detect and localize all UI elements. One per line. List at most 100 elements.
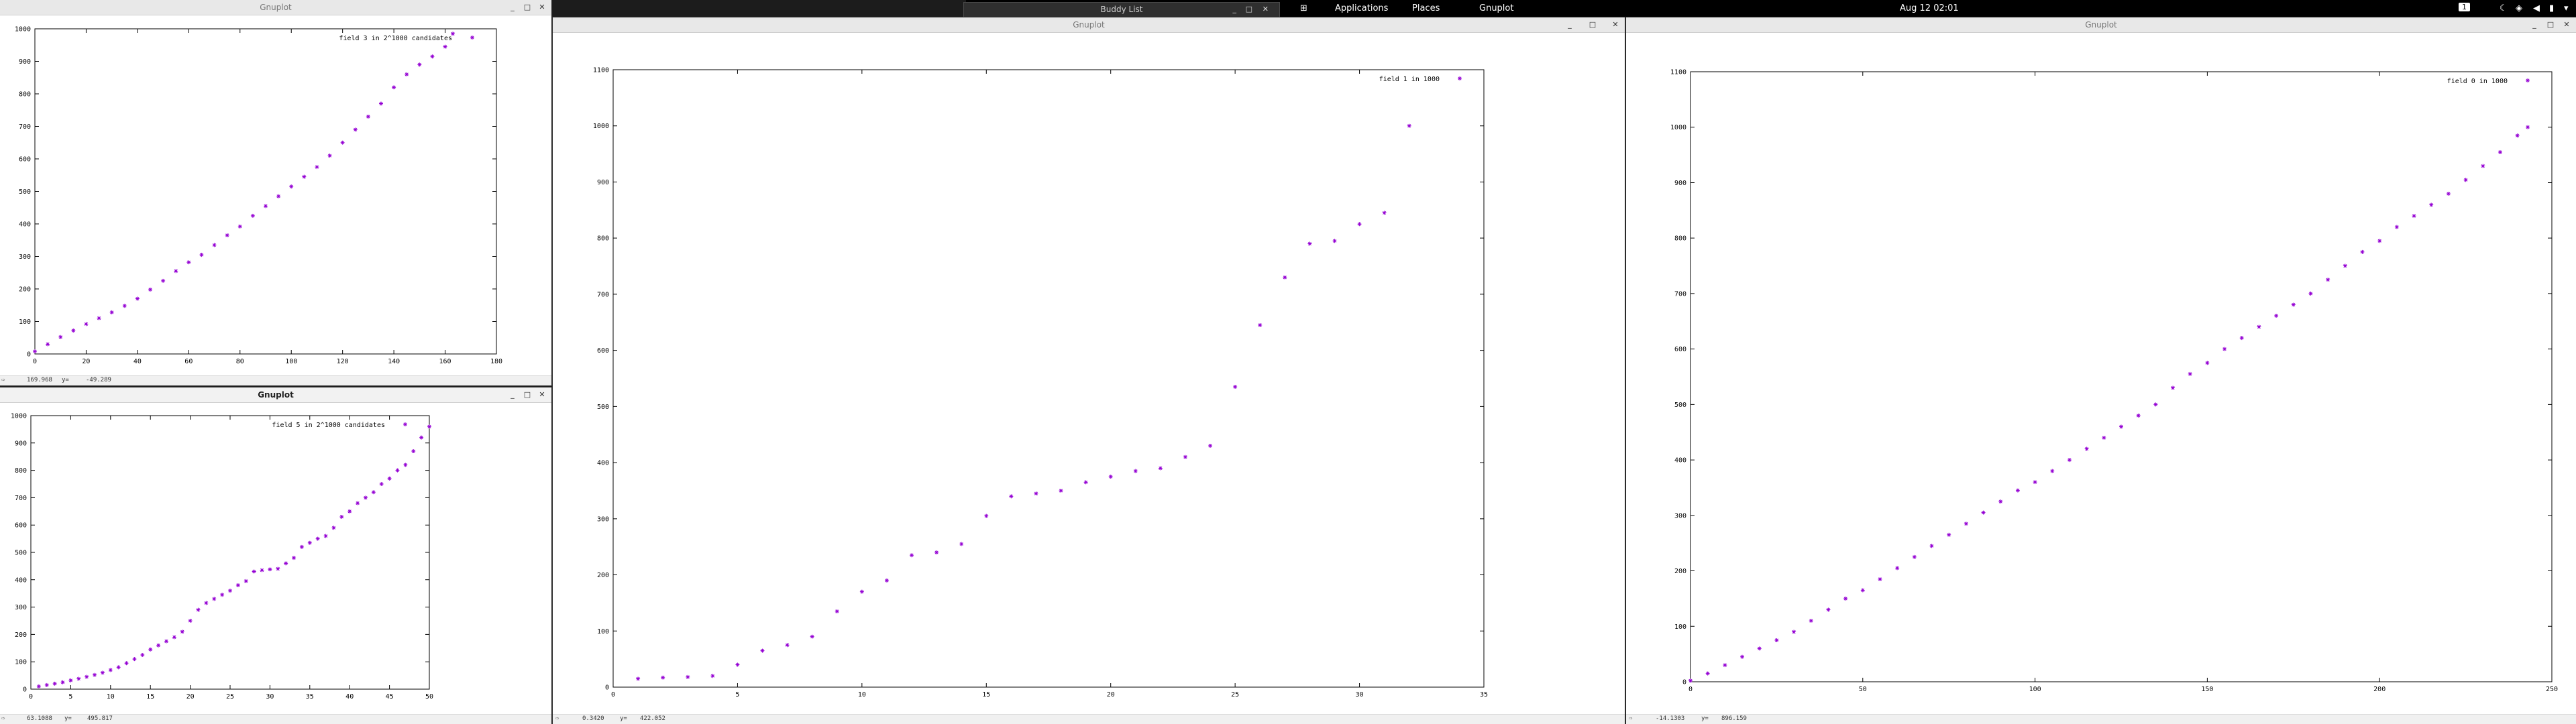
scatter-plot[interactable]: 0 20 40 60 80 100 120 140 160 180 0 100 200 300 400 500… xyxy=(0,15,551,375)
window-title: Gnuplot xyxy=(258,390,294,400)
data-point xyxy=(411,449,416,454)
close-icon[interactable]: ✕ xyxy=(1262,5,1269,13)
minimize-icon[interactable]: _ xyxy=(1568,20,1572,29)
places-menu[interactable]: Places xyxy=(1412,3,1440,13)
data-point xyxy=(2377,239,2382,243)
x-tick-label: 40 xyxy=(345,693,354,701)
battery-icon[interactable]: ▮ xyxy=(2549,3,2555,13)
y-tick-label: 800 xyxy=(597,235,609,243)
data-point xyxy=(379,482,384,486)
x-tick-label: 160 xyxy=(439,358,451,365)
mouse-coordinates: ⇨ 63.1088 y= 495.817 xyxy=(0,714,551,724)
data-point xyxy=(116,665,121,670)
data-point xyxy=(2360,249,2365,254)
data-point xyxy=(156,643,161,648)
y-tick-label: 1000 xyxy=(11,413,27,420)
y-tick-label: 600 xyxy=(1674,346,1686,353)
x-tick-label: 0 xyxy=(29,693,33,701)
close-icon[interactable]: ✕ xyxy=(539,390,545,399)
data-point xyxy=(347,509,352,514)
menu-arrow-icon[interactable]: ▾ xyxy=(2564,3,2569,13)
data-point xyxy=(2033,480,2037,485)
maximize-icon[interactable]: □ xyxy=(523,3,531,11)
y-tick-label: 100 xyxy=(19,318,31,326)
data-point xyxy=(1757,646,1762,651)
data-point xyxy=(132,657,137,662)
close-icon[interactable]: ✕ xyxy=(539,3,545,11)
night-light-icon[interactable]: ☾ xyxy=(2500,3,2508,13)
maximize-icon[interactable]: □ xyxy=(1245,5,1252,13)
data-point xyxy=(910,553,914,558)
y-tick-label: 600 xyxy=(15,522,27,530)
data-point xyxy=(1059,488,1063,493)
data-point xyxy=(371,490,376,495)
minimize-icon[interactable]: _ xyxy=(511,3,515,11)
y-tick-label: 700 xyxy=(15,495,27,502)
y-tick-label: 1000 xyxy=(593,123,609,130)
title-bar[interactable]: Gnuplot _ □ ✕ xyxy=(0,0,551,15)
legend-marker xyxy=(2526,78,2530,82)
maximize-icon[interactable]: □ xyxy=(523,390,531,399)
gnuplot-window-field3[interactable]: Gnuplot _ □ ✕ 0 20 40 60 80 100 120 140 160 180 0 1… xyxy=(0,0,551,385)
minimize-icon[interactable]: _ xyxy=(2532,20,2536,29)
data-point xyxy=(2498,149,2502,154)
y-tick-label: 400 xyxy=(15,577,27,584)
data-point xyxy=(387,476,392,481)
x-tick-label: 20 xyxy=(1107,691,1115,699)
data-point xyxy=(405,72,409,76)
minimize-icon[interactable]: _ xyxy=(1232,5,1237,13)
title-bar[interactable]: Gnuplot _ □ ✕ xyxy=(553,17,1625,33)
workspace-indicator[interactable]: 1 xyxy=(2459,3,2470,11)
data-point xyxy=(2119,424,2123,429)
data-point xyxy=(2067,458,2072,463)
maximize-icon[interactable]: □ xyxy=(1589,20,1597,29)
data-point xyxy=(2412,214,2416,219)
gnuplot-window-field1[interactable]: Gnuplot _ □ ✕ 0 5 10 15 20 25 30 35 0 100 200 300 40… xyxy=(553,17,1625,724)
data-point xyxy=(2015,488,2020,493)
clock[interactable]: Aug 12 02:01 xyxy=(1900,3,1959,13)
data-point xyxy=(52,681,57,686)
plot-border xyxy=(34,28,497,355)
gnuplot-window-field0[interactable]: Gnuplot _ □ ✕ 0 50 100 150 200 250 0 100 200 300 4… xyxy=(1626,17,2576,724)
data-point xyxy=(2446,192,2451,196)
gnuplot-window-field5[interactable]: Gnuplot _ □ ✕ 0 5 10 15 20 25 30 35 40 45 50 0 100 20… xyxy=(0,387,551,724)
scatter-plot[interactable]: 0 5 10 15 20 25 30 35 40 45 5001002003004005006007… xyxy=(0,403,551,714)
scatter-plot[interactable]: 0 5 10 15 20 25 30 35 0 100 200 300 400 500 600 700 800 9… xyxy=(553,33,1625,714)
applications-menu[interactable]: Applications xyxy=(1335,3,1389,13)
maximize-icon[interactable]: □ xyxy=(2546,20,2555,29)
title-bar[interactable]: Gnuplot _ □ ✕ xyxy=(0,387,551,403)
scatter-plot[interactable]: 0 50 100 150 200 250 0 100 200 300 400 500 600 700 800… xyxy=(1626,33,2576,714)
close-icon[interactable]: ✕ xyxy=(2563,20,2570,29)
close-icon[interactable]: ✕ xyxy=(1612,20,1619,29)
data-point xyxy=(1912,554,1917,559)
data-point xyxy=(392,85,396,90)
data-point xyxy=(1307,241,1312,246)
data-point xyxy=(276,194,281,198)
mouse-coordinates: ⇨ -14.1303 y= 896.159 xyxy=(1626,714,2576,724)
buddy-list-window[interactable]: Buddy List _ □ ✕ xyxy=(963,2,1280,18)
arrow-icon: ⇨ xyxy=(555,715,559,722)
minimize-icon[interactable]: _ xyxy=(511,390,515,399)
data-point xyxy=(60,680,65,684)
volume-icon[interactable]: ◀ xyxy=(2533,3,2540,13)
wifi-icon[interactable]: ◈ xyxy=(2516,3,2522,13)
y-tick-label: 400 xyxy=(19,221,31,229)
mouse-y: 896.159 xyxy=(1721,715,1747,722)
active-app-menu[interactable]: Gnuplot xyxy=(1479,3,1514,13)
arrow-icon: ⇨ xyxy=(1,377,5,383)
data-point xyxy=(1258,322,1263,327)
data-point xyxy=(417,62,422,67)
data-point xyxy=(934,550,939,555)
data-point xyxy=(140,653,145,657)
mouse-y: -49.289 xyxy=(86,377,111,383)
apps-grid-icon[interactable]: ⊞ xyxy=(1300,3,1307,13)
data-point xyxy=(268,567,272,572)
y-tick-label: 300 xyxy=(1674,512,1686,520)
data-point xyxy=(174,269,178,274)
title-bar[interactable]: Gnuplot _ □ ✕ xyxy=(1626,17,2576,33)
y-tick-label: 400 xyxy=(597,460,609,467)
window-title: Buddy List xyxy=(1100,5,1143,14)
x-tick-label: 30 xyxy=(1356,691,1364,699)
mouse-x: 63.1088 xyxy=(27,715,52,722)
x-tick-label: 140 xyxy=(388,358,400,365)
